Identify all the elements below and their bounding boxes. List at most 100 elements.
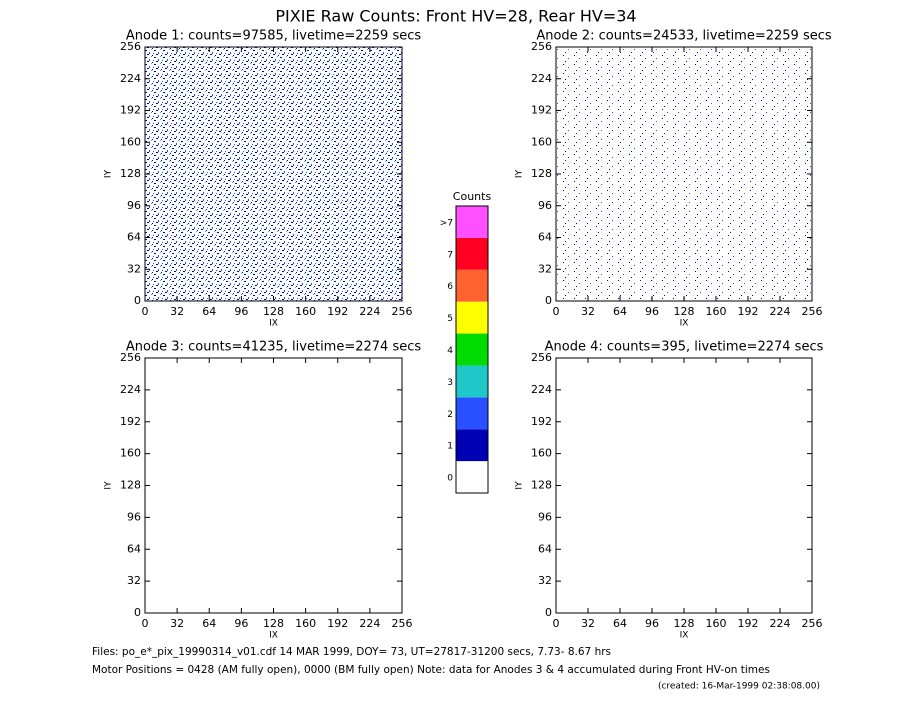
panel-title: Anode 4: counts=395, livetime=2274 secs (545, 340, 824, 355)
legend-swatch (456, 237, 488, 270)
x-tick-label: 64 (202, 305, 216, 318)
y-tick-label: 64 (127, 542, 141, 555)
plot-frame (555, 357, 813, 614)
x-tick-label: 128 (674, 617, 695, 630)
x-tick-label: 128 (263, 617, 284, 630)
x-tick-label: 96 (234, 617, 248, 630)
x-tick-label: 32 (170, 617, 184, 630)
y-tick-label: 224 (531, 72, 552, 85)
y-tick-label: 32 (127, 262, 141, 275)
y-tick-label: 192 (531, 104, 552, 117)
x-tick-label: 64 (613, 617, 627, 630)
y-tick-label: 192 (120, 104, 141, 117)
y-tick-label: 160 (120, 135, 141, 148)
x-tick-label: 96 (645, 617, 659, 630)
x-tick-label: 256 (802, 617, 823, 630)
y-tick-label: 160 (531, 135, 552, 148)
legend-swatch (456, 429, 488, 462)
x-tick-label: 224 (770, 305, 791, 318)
y-axis-label: IY (104, 481, 114, 490)
legend-label: 6 (447, 282, 453, 292)
figure-title: PIXIE Raw Counts: Front HV=28, Rear HV=3… (275, 7, 636, 26)
x-tick-label: 192 (327, 617, 348, 630)
image-texture (556, 47, 812, 301)
y-tick-label: 96 (538, 199, 552, 212)
y-axis-label: IY (104, 169, 114, 178)
legend-swatch (456, 397, 488, 430)
panel-title: Anode 1: counts=97585, livetime=2259 sec… (126, 29, 422, 44)
y-tick-label: 96 (538, 510, 552, 523)
y-tick-label: 96 (127, 510, 141, 523)
legend-swatch (456, 301, 488, 334)
y-tick-label: 224 (120, 383, 141, 396)
x-tick-label: 192 (738, 305, 759, 318)
legend-label: 3 (447, 378, 453, 388)
x-tick-label: 160 (295, 617, 316, 630)
legend-swatch (456, 269, 488, 302)
x-tick-label: 224 (359, 305, 380, 318)
legend-swatch (456, 333, 488, 366)
x-tick-label: 192 (327, 305, 348, 318)
x-tick-label: 0 (553, 305, 560, 318)
legend-label: 4 (447, 346, 453, 356)
y-tick-label: 0 (134, 606, 141, 619)
x-tick-label: 160 (295, 305, 316, 318)
y-tick-label: 0 (545, 294, 552, 307)
y-tick-label: 32 (538, 262, 552, 275)
y-tick-label: 0 (134, 294, 141, 307)
footer-line: (created: 16-Mar-1999 02:38:08.00) (658, 682, 820, 692)
y-tick-label: 64 (127, 231, 141, 244)
x-tick-label: 160 (706, 617, 727, 630)
x-tick-label: 128 (674, 305, 695, 318)
x-tick-label: 32 (581, 617, 595, 630)
x-tick-label: 96 (234, 305, 248, 318)
x-tick-label: 0 (142, 305, 149, 318)
x-axis-label: IX (269, 631, 278, 641)
y-tick-label: 256 (531, 40, 552, 53)
x-tick-label: 96 (645, 305, 659, 318)
legend-swatch (456, 365, 488, 398)
image-texture (145, 47, 402, 301)
y-tick-label: 224 (120, 72, 141, 85)
y-tick-label: 160 (120, 447, 141, 460)
x-axis-label: IX (680, 319, 689, 329)
legend-swatch (456, 206, 488, 238)
x-tick-label: 32 (170, 305, 184, 318)
y-tick-label: 64 (538, 542, 552, 555)
x-tick-label: 32 (581, 305, 595, 318)
y-axis-label: IY (515, 481, 525, 490)
x-tick-label: 256 (392, 617, 413, 630)
y-axis-label: IY (515, 169, 525, 178)
x-tick-label: 256 (802, 305, 823, 318)
x-tick-label: 224 (770, 617, 791, 630)
y-tick-label: 96 (127, 199, 141, 212)
panel-title: Anode 3: counts=41235, livetime=2274 sec… (126, 340, 422, 355)
y-tick-label: 64 (538, 231, 552, 244)
x-tick-label: 256 (392, 305, 413, 318)
x-tick-label: 128 (263, 305, 284, 318)
x-tick-label: 224 (359, 617, 380, 630)
y-tick-label: 256 (120, 40, 141, 53)
legend-label: 1 (447, 442, 453, 452)
y-tick-label: 192 (531, 415, 552, 428)
y-tick-label: 224 (531, 383, 552, 396)
y-tick-label: 192 (120, 415, 141, 428)
y-tick-label: 0 (545, 606, 552, 619)
legend-label: >7 (440, 218, 453, 228)
x-tick-label: 64 (613, 305, 627, 318)
legend-label: 0 (447, 474, 453, 484)
y-tick-label: 256 (531, 351, 552, 364)
y-tick-label: 128 (531, 479, 552, 492)
footer-line: Motor Positions = 0428 (AM fully open), … (92, 664, 770, 676)
legend-label: 5 (447, 314, 453, 324)
y-tick-label: 160 (531, 447, 552, 460)
y-tick-label: 32 (127, 574, 141, 587)
y-tick-label: 128 (120, 479, 141, 492)
y-tick-label: 128 (120, 167, 141, 180)
x-tick-label: 64 (202, 617, 216, 630)
x-axis-label: IX (680, 631, 689, 641)
x-tick-label: 192 (738, 617, 759, 630)
legend-title: Counts (453, 190, 492, 203)
x-tick-label: 0 (553, 617, 560, 630)
